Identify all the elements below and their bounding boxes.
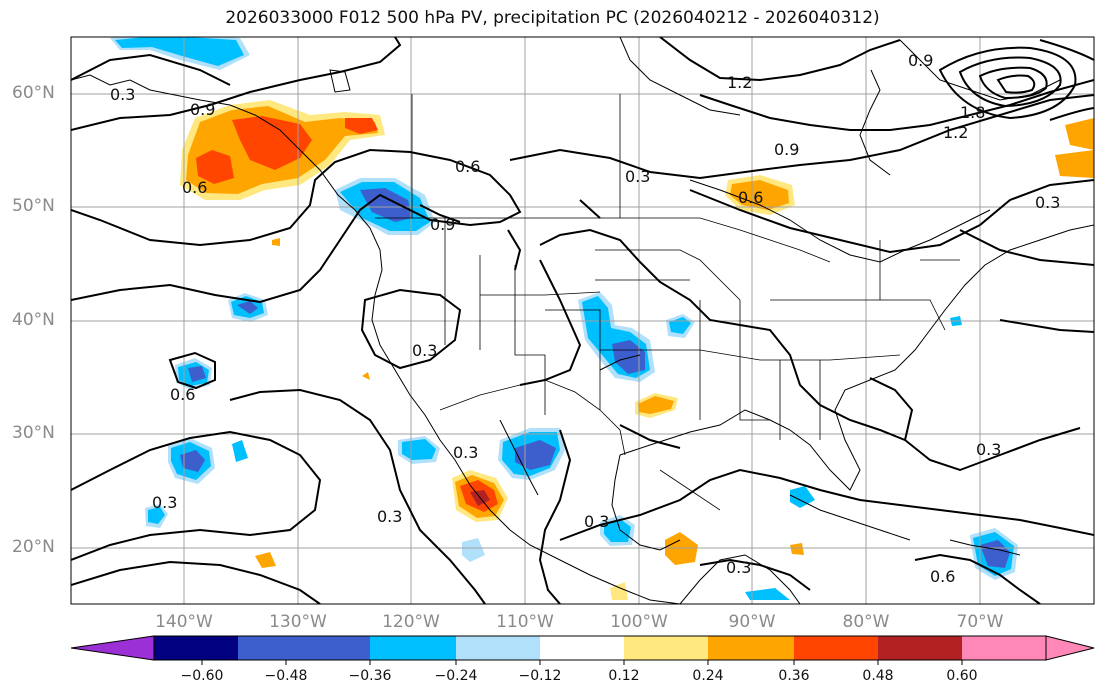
lon-tick-label: 90°W xyxy=(728,612,776,632)
colorbar xyxy=(70,635,1095,665)
colorbar-segment xyxy=(878,636,962,660)
lon-tick-label: 100°W xyxy=(610,612,668,632)
contour-label: 0.9 xyxy=(430,215,455,234)
colorbar-segment xyxy=(962,636,1046,660)
contour-label: 0.9 xyxy=(908,51,933,70)
colorbar-tick-label: 0.48 xyxy=(862,668,894,684)
precip-negative-anomalies xyxy=(110,37,1018,600)
colorbar-tick-label: −0.60 xyxy=(180,668,224,684)
colorbar-extend-low xyxy=(70,635,155,661)
lon-tick-label: 80°W xyxy=(842,612,890,632)
lat-tick-label: 20°N xyxy=(12,537,55,557)
graticule xyxy=(71,37,1094,604)
colorbar-segment xyxy=(370,636,456,660)
contour-label: 1.8 xyxy=(960,103,985,122)
contour-labels: 1.2 1.2 1.8 0.9 0.9 0.9 0.9 0.6 0.6 0.6 … xyxy=(110,51,1060,586)
contour-label: 0.3 xyxy=(726,558,751,577)
colorbar-tick-label: 0.36 xyxy=(778,668,810,684)
colorbar-tick-label: 0.60 xyxy=(946,668,978,684)
contour-label: 0.3 xyxy=(453,443,478,462)
contour-label: 0.3 xyxy=(625,167,650,186)
contour-label: 0.3 xyxy=(584,512,609,531)
precip-positive-anomalies xyxy=(180,100,1094,600)
colorbar-segment xyxy=(624,636,708,660)
contour-label: 0.3 xyxy=(377,507,402,526)
map-title: 2026033000 F012 500 hPa PV, precipitatio… xyxy=(225,8,880,28)
contour-label: 0.3 xyxy=(412,341,437,360)
contour-label: 0.3 xyxy=(1035,193,1060,212)
contour-label: 1.2 xyxy=(727,73,752,92)
colorbar-segment xyxy=(238,636,322,660)
colorbar-tick-label: −0.12 xyxy=(518,668,562,684)
colorbar-extend-high xyxy=(1045,635,1095,661)
colorbar-segment xyxy=(794,636,878,660)
contour-label: 0.6 xyxy=(455,157,480,176)
contour-label: 0.3 xyxy=(152,493,177,512)
contour-label: 0.6 xyxy=(738,188,763,207)
lat-tick-label: 50°N xyxy=(12,196,55,216)
colorbar-segment xyxy=(708,636,794,660)
lat-tick-label: 40°N xyxy=(12,310,55,330)
contour-label: 0.3 xyxy=(110,85,135,104)
lon-tick-label: 120°W xyxy=(382,612,440,632)
lon-tick-label: 70°W xyxy=(956,612,1004,632)
anomaly-ne-canada xyxy=(1065,118,1094,150)
colorbar-tick-label: 0.24 xyxy=(692,668,724,684)
contour-label: 0.9 xyxy=(774,140,799,159)
colorbar-tick-label: 0.12 xyxy=(608,668,640,684)
contour-label: 0.6 xyxy=(930,567,955,586)
lon-tick-label: 130°W xyxy=(269,612,327,632)
colorbar-tick-label: −0.36 xyxy=(348,668,392,684)
contour-label: 0.6 xyxy=(182,178,207,197)
map-plot-area: 1.2 1.2 1.8 0.9 0.9 0.9 0.9 0.6 0.6 0.6 … xyxy=(71,37,1094,604)
plot-frame xyxy=(70,36,1095,605)
pv-contours xyxy=(71,37,1094,604)
lat-tick-label: 30°N xyxy=(12,423,55,443)
contour-label: 0.9 xyxy=(190,100,215,119)
colorbar-segment xyxy=(540,636,624,660)
lat-tick-label: 60°N xyxy=(12,83,55,103)
colorbar-tick-label: −0.48 xyxy=(264,668,308,684)
contour-label: 0.6 xyxy=(170,385,195,404)
coastlines xyxy=(71,37,1094,604)
colorbar-tick-label: −0.24 xyxy=(434,668,478,684)
lon-tick-label: 140°W xyxy=(155,612,213,632)
contour-label: 1.2 xyxy=(943,123,968,142)
contour-label: 0.3 xyxy=(976,440,1001,459)
colorbar-segment xyxy=(456,636,540,660)
lon-tick-label: 110°W xyxy=(496,612,554,632)
colorbar-segment xyxy=(154,636,238,660)
